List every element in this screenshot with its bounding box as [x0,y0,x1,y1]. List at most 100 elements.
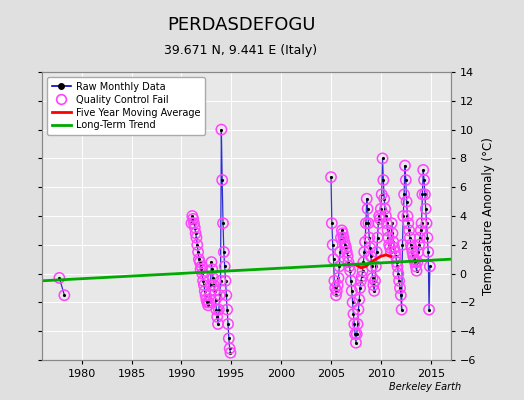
Point [359,259,368,265]
Point [207,259,215,265]
Point [366,244,374,251]
Point [372,263,380,270]
Point [384,227,392,234]
Point [328,220,336,226]
Point [387,249,395,255]
Point [383,220,391,226]
Point [215,306,223,313]
Point [380,196,388,202]
Point [392,259,401,265]
Point [407,244,416,251]
Point [342,244,350,251]
Point [339,234,347,241]
Point [221,263,229,270]
Point [403,213,412,219]
Point [397,306,406,313]
Point [389,239,398,245]
Point [353,321,362,327]
Point [191,230,200,236]
Point [355,296,364,303]
Point [414,249,422,255]
Text: PERDASDEFOGU: PERDASDEFOGU [167,16,315,34]
Point [226,350,235,356]
Point [336,249,344,255]
Point [225,345,234,352]
Point [344,259,353,265]
Point [368,275,377,281]
Point [369,282,378,288]
Point [411,263,420,270]
Point [339,230,347,236]
Point [332,292,340,298]
Point [335,263,344,270]
Point [60,292,69,298]
Point [197,263,205,270]
Point [370,288,378,294]
Point [401,162,409,169]
Point [219,220,227,226]
Point [203,299,211,306]
Point [327,174,335,180]
Point [363,206,372,212]
Point [350,321,358,327]
Point [329,242,337,248]
Point [363,196,371,202]
Point [409,253,418,260]
Point [356,285,364,291]
Point [202,296,211,303]
Point [418,191,427,198]
Point [340,239,348,245]
Point [398,242,407,248]
Point [211,296,220,303]
Point [402,198,411,205]
Legend: Raw Monthly Data, Quality Control Fail, Five Year Moving Average, Long-Term Tren: Raw Monthly Data, Quality Control Fail, … [47,77,205,135]
Point [337,234,345,241]
Point [216,278,225,284]
Point [374,220,383,226]
Point [405,227,413,234]
Point [360,249,368,255]
Point [395,278,403,284]
Point [200,282,208,288]
Point [333,288,341,294]
Point [391,249,399,255]
Text: 39.671 N, 9.441 E (Italy): 39.671 N, 9.441 E (Italy) [165,44,318,57]
Point [353,331,361,337]
Point [204,302,212,308]
Point [407,242,415,248]
Point [378,155,387,162]
Point [329,256,337,262]
Point [220,249,228,255]
Point [210,282,218,288]
Point [394,263,402,270]
Point [396,285,404,291]
Point [388,230,397,236]
Point [352,340,360,346]
Point [330,278,339,284]
Point [412,268,421,274]
Point [419,167,428,173]
Point [357,278,365,284]
Point [337,227,346,234]
Point [424,249,432,255]
Point [217,126,225,133]
Point [190,220,198,226]
Point [205,299,213,306]
Point [425,263,434,270]
Point [201,292,210,298]
Point [346,268,354,274]
Point [401,177,410,183]
Point [408,249,417,255]
Point [221,278,230,284]
Point [195,259,204,265]
Point [213,314,222,320]
Point [222,292,231,298]
Point [194,249,202,255]
Point [351,331,359,337]
Point [416,234,424,241]
Point [348,299,357,306]
Point [381,206,389,212]
Point [421,191,429,198]
Point [411,259,419,265]
Point [425,306,433,313]
